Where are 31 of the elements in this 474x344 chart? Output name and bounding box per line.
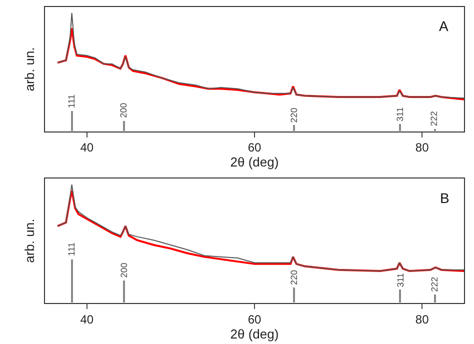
bar [71,260,73,303]
bar [434,294,436,303]
annotation: 200 [118,262,129,278]
annotation: 222 [429,111,440,126]
bar [123,280,125,303]
bar [399,124,401,131]
x-axis-title: 2θ (deg) [230,326,279,342]
y-axis-title: arb. un. [22,47,37,92]
x-tick-label: 40 [80,140,94,155]
x-tick-label: 80 [415,140,430,155]
x-tick-label: 60 [248,140,262,155]
annotation: 311 [395,107,406,122]
bar [123,121,125,131]
annotation: 220 [288,108,299,123]
annotation: B [440,190,450,206]
x-tick-label: 60 [248,312,262,326]
x-tick-label: 40 [80,312,94,326]
bar [293,125,295,131]
bar [71,111,73,131]
bar [293,288,295,303]
x-tick-label: 80 [415,312,430,326]
annotation: 220 [288,270,299,285]
annotation: 200 [118,102,129,118]
annotation: 111 [66,94,77,108]
bar [399,290,401,303]
y-axis-title: arb. un. [22,218,37,263]
annotation: A [439,18,449,34]
x-axis-title: 2θ (deg) [230,154,279,170]
annotation: 311 [395,272,406,288]
annotation: 222 [429,276,440,292]
annotation: 111 [66,242,77,256]
